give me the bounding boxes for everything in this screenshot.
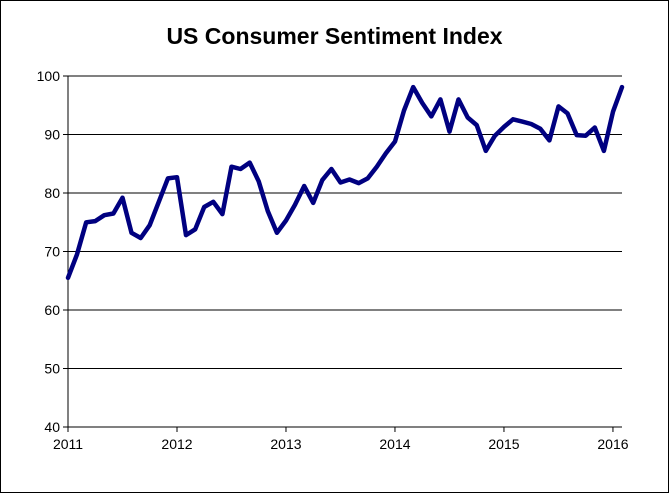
chart-title: US Consumer Sentiment Index [166,23,503,49]
y-tick-label: 100 [37,68,61,84]
y-tick-label: 90 [44,127,60,143]
y-tick-label: 50 [44,361,60,377]
x-tick-label: 2014 [379,436,410,452]
x-tick-label: 2012 [161,436,192,452]
x-tick-label: 2015 [488,436,519,452]
x-tick-label: 2016 [597,436,628,452]
y-tick-label: 40 [44,419,60,435]
y-tick-label: 70 [44,244,60,260]
y-tick-label: 80 [44,185,60,201]
x-tick-label: 2013 [270,436,301,452]
x-tick-label: 2011 [53,436,83,452]
series-line [65,84,625,281]
y-tick-label: 60 [44,302,60,318]
